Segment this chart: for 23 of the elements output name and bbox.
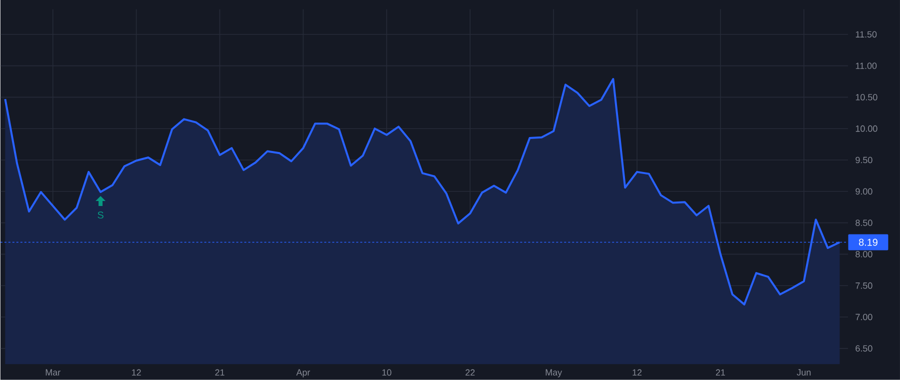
x-tick-label: Jun [796, 369, 811, 376]
ref-line-label: 8.19 [858, 238, 878, 246]
y-tick-label: 7.50 [856, 282, 872, 289]
x-tick-label: Apr [296, 369, 310, 378]
y-tick-label: 6.50 [856, 345, 872, 352]
annotation: S [98, 211, 104, 218]
x-tick-label: 21 [716, 369, 726, 376]
x-tick-label: Mar [46, 369, 60, 376]
y-tick-label: 9.00 [856, 188, 872, 194]
y-tick-label: 11.50 [856, 31, 877, 38]
x-tick-label: May [546, 369, 562, 378]
y-tick-label: 8.50 [856, 219, 872, 226]
y-tick-label: 10.00 [856, 125, 878, 132]
x-tick-label: 10 [382, 369, 392, 376]
x-tick-label: 12 [132, 369, 141, 376]
x-tick-label: 12 [632, 369, 642, 376]
x-tick-label: 22 [466, 369, 475, 376]
y-tick-label: 11.00 [856, 62, 877, 69]
y-tick-label: 7.00 [856, 314, 872, 320]
y-tick-label: 8.00 [856, 250, 872, 258]
x-tick-label: 21 [215, 369, 224, 376]
y-tick-label: 9.50 [856, 156, 872, 164]
y-tick-label: 10.50 [856, 94, 878, 100]
